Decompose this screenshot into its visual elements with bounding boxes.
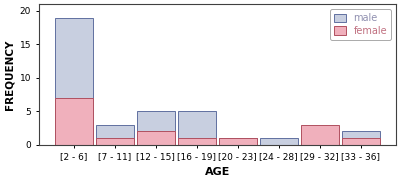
Bar [96, 138, 134, 145]
Legend: male, female: male, female [330, 9, 391, 40]
Y-axis label: FREQUENCY: FREQUENCY [4, 39, 14, 110]
Bar [55, 98, 93, 145]
Bar [219, 138, 257, 145]
Bar [301, 125, 339, 145]
Bar [137, 131, 175, 145]
Bar [178, 111, 216, 145]
Bar [55, 18, 93, 145]
X-axis label: AGE: AGE [205, 167, 230, 177]
Bar [137, 111, 175, 145]
Bar [342, 131, 380, 145]
Bar [178, 138, 216, 145]
Bar [260, 138, 298, 145]
Bar [342, 138, 380, 145]
Bar [96, 125, 134, 145]
Bar [219, 138, 257, 145]
